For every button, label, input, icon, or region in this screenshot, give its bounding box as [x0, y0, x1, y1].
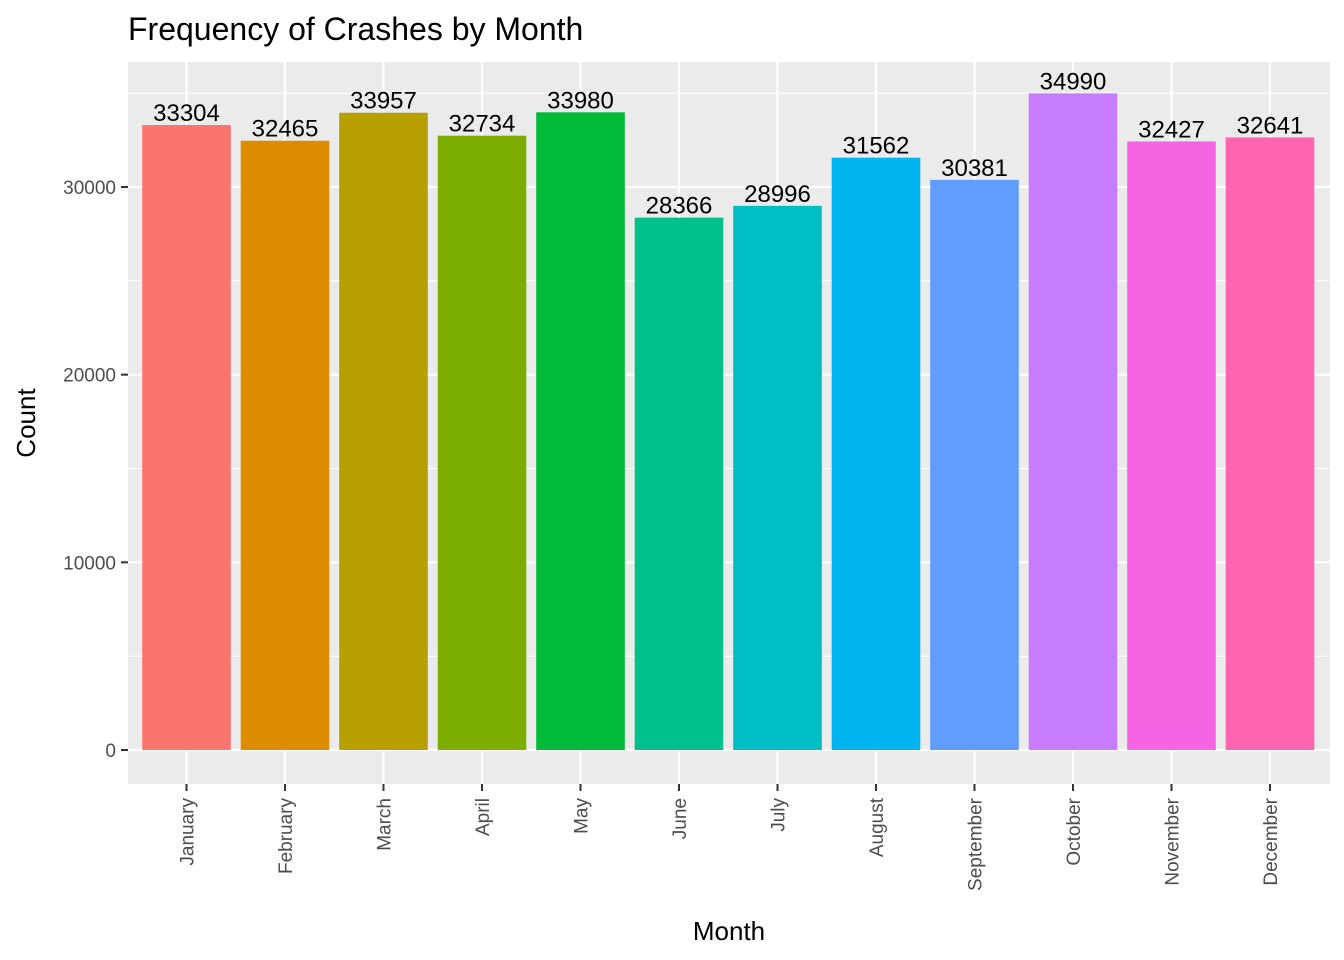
data-label-october: 34990: [1040, 68, 1107, 95]
bar-august: [831, 157, 921, 750]
x-tick-label-april: April: [473, 798, 494, 836]
data-label-april: 32734: [449, 111, 516, 138]
chart-title: Frequency of Crashes by Month: [128, 11, 583, 47]
data-label-january: 33304: [153, 100, 220, 127]
x-tick-label-october: October: [1064, 797, 1085, 865]
x-axis: January February March April May June July Augu…: [178, 784, 1282, 891]
y-axis: 0 10000 20000 30000: [63, 178, 128, 762]
data-label-june: 28366: [646, 193, 713, 220]
data-label-september: 30381: [941, 155, 1008, 182]
bar-september: [930, 179, 1019, 750]
x-tick-label-august: August: [867, 797, 888, 857]
x-tick-label-february: February: [276, 798, 297, 875]
x-tick-label-july: July: [769, 798, 790, 832]
data-label-december: 32641: [1237, 112, 1304, 139]
data-label-february: 32465: [252, 116, 319, 143]
x-tick-label-january: January: [178, 798, 199, 866]
bar-january: [142, 124, 231, 750]
data-label-march: 33957: [350, 88, 417, 115]
x-tick-label-december: December: [1261, 797, 1282, 885]
bar-october: [1028, 93, 1118, 751]
bars: [142, 93, 1315, 751]
y-axis-title: Count: [11, 388, 41, 458]
y-tick-label-3: 30000: [63, 178, 116, 199]
data-label-august: 31562: [843, 133, 910, 160]
x-tick-label-november: November: [1163, 797, 1184, 885]
bar-june: [634, 217, 724, 750]
bar-april: [437, 135, 527, 750]
y-tick-label-0: 0: [105, 741, 116, 762]
bar-march: [339, 112, 428, 751]
data-label-may: 33980: [547, 87, 614, 114]
y-tick-label-1: 10000: [63, 553, 116, 574]
x-tick-label-may: May: [572, 798, 593, 834]
x-tick-label-march: March: [375, 798, 396, 851]
data-label-november: 32427: [1138, 116, 1205, 143]
bar-december: [1225, 137, 1315, 750]
data-labels: 33304 32465 33957 32734 33980 28366 28996 31562…: [153, 68, 1303, 219]
x-tick-label-september: September: [966, 797, 987, 891]
bar-july: [733, 205, 822, 750]
x-axis-title: Month: [693, 916, 765, 946]
bar-may: [536, 112, 625, 751]
data-label-july: 28996: [744, 181, 811, 208]
x-tick-label-june: June: [670, 798, 691, 839]
bar-february: [240, 140, 330, 750]
bar-november: [1127, 141, 1216, 750]
y-tick-label-2: 20000: [63, 366, 116, 387]
